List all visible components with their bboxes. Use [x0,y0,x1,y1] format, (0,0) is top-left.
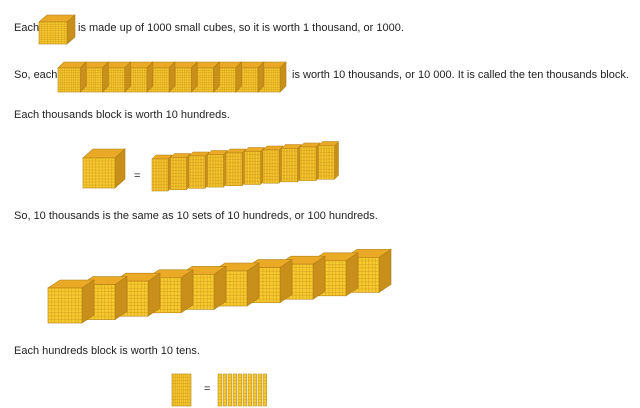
hundred-flat [188,151,210,190]
thousand-cube-icon [38,14,76,45]
hundred-flat [243,146,266,186]
line5-text: Each hundreds block is worth 10 tens. [14,345,200,357]
ten-rod [262,373,267,407]
ten-hundreds-flats-icon [151,140,340,192]
ten-tens-rods-icon [217,373,267,407]
thousand-cube [38,14,76,45]
bar-cube [57,61,87,93]
equation1-equals-sign: = [134,170,141,182]
ten-rod [232,373,237,407]
hundred-flat [262,145,284,184]
hundred-flat [169,152,192,191]
ten-thousand-cubes-row-icon [47,248,392,324]
hundred-flat [299,142,321,182]
line1-text-after: is made up of 1000 small cubes, so it is… [78,22,404,34]
line1-text-before: Each [14,22,40,34]
line2-text-before: So, each [14,69,58,81]
hundred-flat [206,149,229,188]
equation2-equals-sign: = [204,383,211,395]
ten-rod [247,373,252,407]
ten-rod [227,373,232,407]
thousand-cube [82,148,126,189]
ten-rod [257,373,262,407]
ten-rod [252,373,257,407]
hundred-flat [280,143,303,183]
thousand-cube-icon [82,148,126,189]
line4-text: So, 10 thousands is the same as 10 sets … [14,210,378,222]
hundred-flat [225,148,247,187]
ten-rod [242,373,247,407]
row-cube [47,279,95,324]
ten-rod [222,373,227,407]
ten-rod [237,373,242,407]
hundred-flat [317,140,340,180]
hundred-flat [151,154,173,192]
ten-rod [217,373,222,407]
hundred-flat [171,373,192,407]
hundred-flat-icon [171,373,192,407]
line2-text-after: is worth 10 thousands, or 10 000. It is … [292,69,629,81]
line3-text: Each thousands block is worth 10 hundred… [14,109,230,121]
ten-thousands-block-icon [57,61,287,93]
